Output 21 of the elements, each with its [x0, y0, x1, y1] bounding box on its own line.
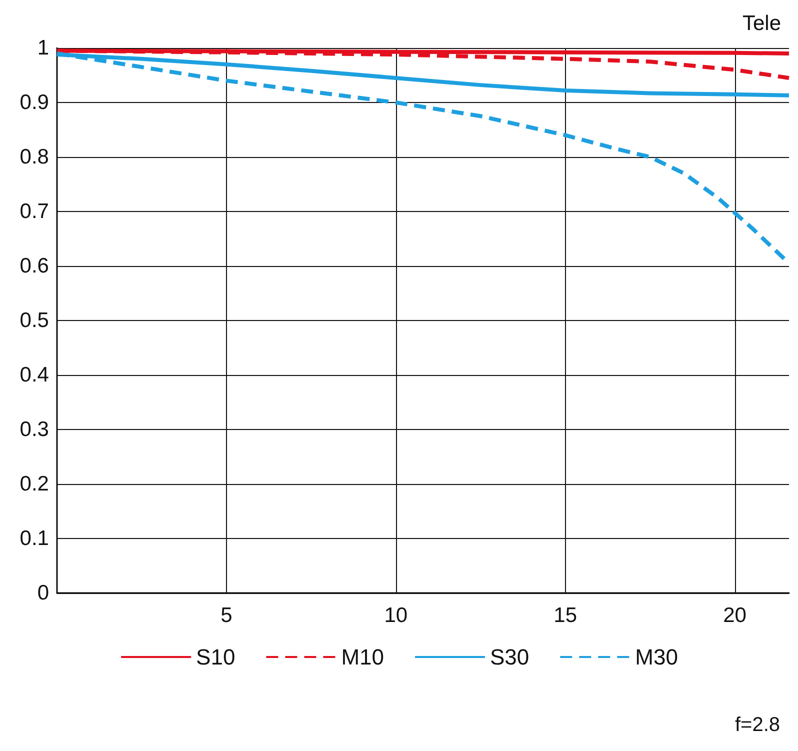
y-tick-label: 0.8	[20, 146, 49, 168]
legend-label: S10	[196, 644, 236, 670]
x-tick-label: 10	[384, 604, 408, 627]
y-tick-label: 0.3	[20, 418, 49, 441]
y-tick-label: 0.5	[20, 309, 49, 332]
x-tick-label: 20	[723, 604, 746, 627]
y-tick-label: 0.1	[20, 527, 49, 550]
legend-label: M30	[635, 644, 678, 670]
text: f=2.8	[734, 714, 780, 736]
legend-label: S30	[490, 644, 530, 670]
x-tick-label: 15	[554, 604, 578, 627]
chart-title: Tele	[742, 12, 782, 35]
y-tick-label: 0.7	[20, 200, 49, 223]
legend-label: M10	[341, 644, 384, 670]
y-tick-label: 0.4	[20, 364, 50, 386]
y-tick-label: 0.2	[20, 472, 49, 496]
y-tick-label: 0.6	[20, 254, 49, 278]
y-tick-label: 0.9	[20, 91, 49, 114]
x-tick-label: 5	[220, 604, 232, 627]
y-tick-label: 1	[37, 36, 49, 60]
y-tick-label: 0	[37, 582, 49, 604]
